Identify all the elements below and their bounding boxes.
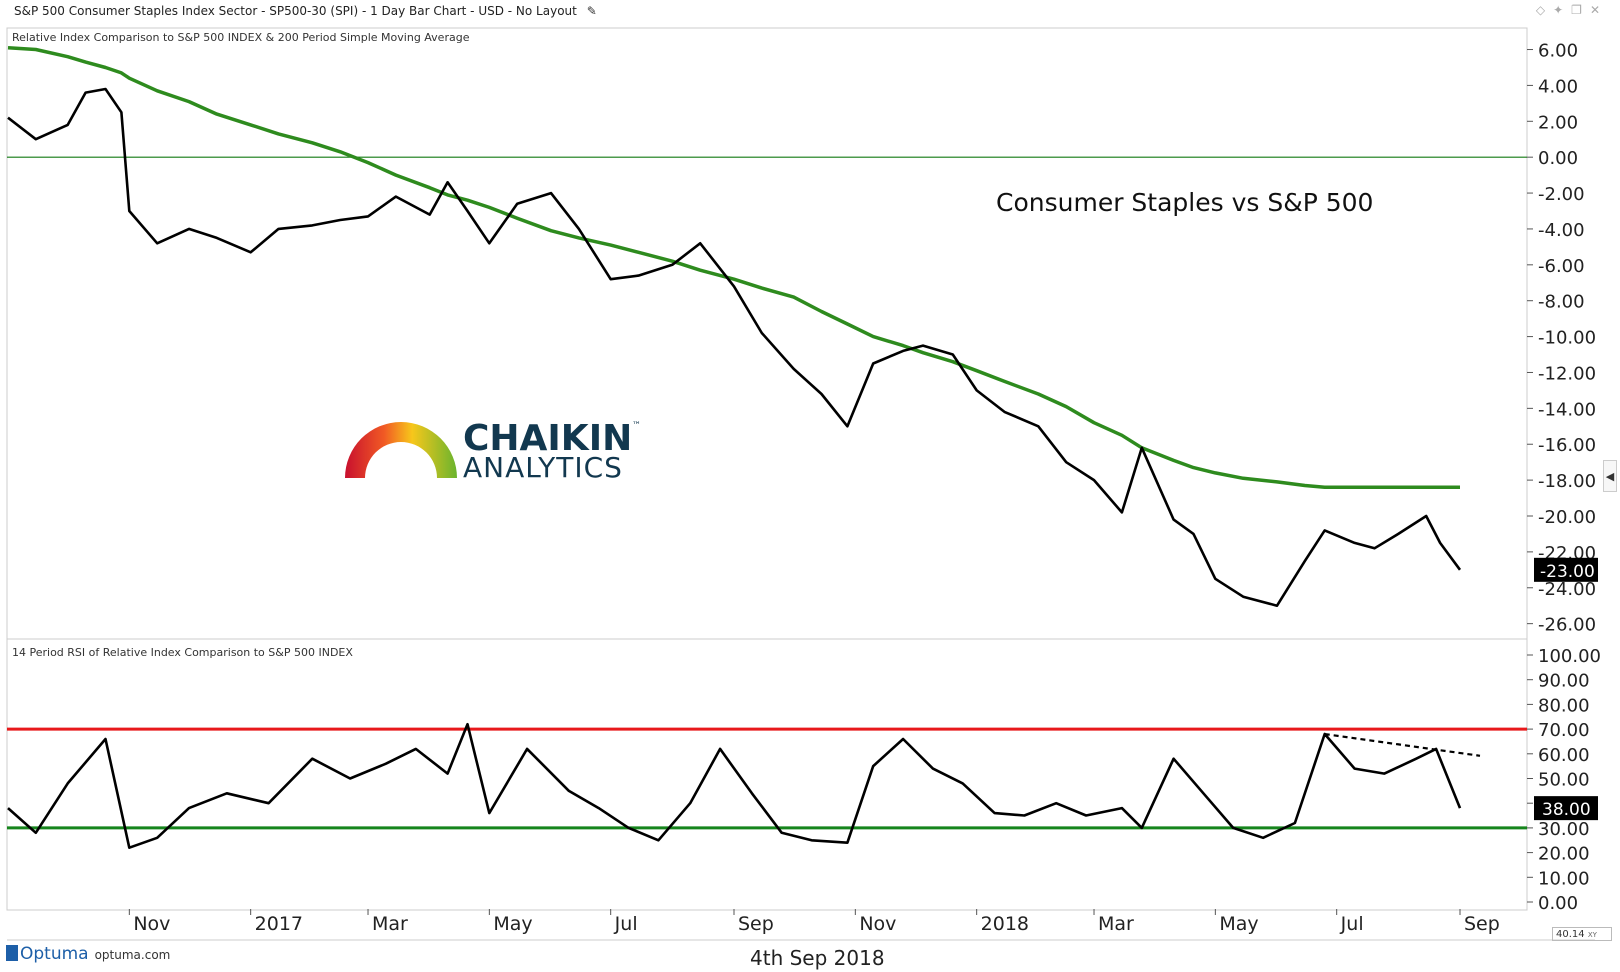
main-ytick-label: -14.00 (1538, 399, 1596, 420)
rsi-last-value: 38.00 (1542, 800, 1591, 820)
main-ytick-label: -10.00 (1538, 328, 1596, 349)
footer-brand: Optuma optuma.com (6, 944, 170, 964)
logo-tm: ™ (632, 421, 641, 431)
window-controls: ◇✦❐✕ (1536, 3, 1608, 17)
main-ytick-label: 4.00 (1538, 76, 1578, 97)
xtick-label: 2018 (981, 913, 1029, 935)
main-ytick-label: -20.00 (1538, 507, 1596, 528)
chart-annotation: Consumer Staples vs S&P 500 (996, 188, 1373, 217)
rsi-y-axis: 100.0090.0080.0070.0060.0050.0040.0030.0… (1527, 646, 1601, 914)
rsi-badge-bg (1534, 796, 1598, 821)
main-ytick-label: -12.00 (1538, 363, 1596, 384)
chevron-left-icon: ◀ (1605, 471, 1615, 483)
xtick-label: Mar (372, 913, 408, 935)
footer-brand-name: Optuma (20, 944, 89, 964)
chart-header: S&P 500 Consumer Staples Index Sector - … (14, 4, 597, 18)
rsi-ytick-label: 70.00 (1538, 720, 1590, 741)
main-ytick-label: -2.00 (1538, 184, 1585, 205)
footer-date: 4th Sep 2018 (750, 946, 885, 970)
main-ytick-label: -24.00 (1538, 579, 1596, 600)
pin-icon[interactable]: ✦ (1553, 3, 1572, 17)
rsi-ytick-label: 80.00 (1538, 695, 1590, 716)
main-plot (7, 45, 1527, 608)
x-axis: Nov 2017 Mar May Jul Sep Nov 2018 Mar May Jul Sep (128, 909, 1500, 935)
main-badge-bg (1534, 557, 1598, 582)
diamond-icon[interactable]: ◇ (1535, 3, 1554, 17)
zoom-suffix: XY (1587, 931, 1597, 939)
rsi-panel-subtitle: 14 Period RSI of Relative Index Comparis… (12, 646, 353, 659)
main-ytick-label: -6.00 (1538, 256, 1585, 277)
sma-200-line (7, 45, 1460, 490)
xtick-label: Nov (133, 913, 170, 935)
main-ytick-label: -8.00 (1538, 292, 1585, 313)
rsi-ytick-label: 50.00 (1538, 770, 1590, 791)
xtick-label: May (1219, 913, 1258, 935)
main-panel-subtitle: Relative Index Comparison to S&P 500 IND… (12, 31, 470, 44)
restore-icon[interactable]: ❐ (1571, 3, 1590, 17)
xtick-label: Sep (738, 913, 774, 935)
rsi-divergence-trendline (1324, 732, 1481, 757)
main-ytick-label: 0.00 (1538, 148, 1578, 169)
main-last-value: -23.00 (1540, 562, 1595, 582)
optuma-logo-icon (6, 945, 18, 961)
collapse-panel-button[interactable]: ◀ (1603, 460, 1617, 492)
chart-title: S&P 500 Consumer Staples Index Sector - … (14, 4, 577, 18)
rsi-panel-frame (6, 638, 1528, 911)
zoom-value: 40.14 (1556, 929, 1585, 940)
rsi-ytick-label: 0.00 (1538, 893, 1578, 914)
main-ytick-label: -18.00 (1538, 471, 1596, 492)
main-ytick-label: -16.00 (1538, 435, 1596, 456)
footer-site[interactable]: optuma.com (94, 948, 171, 962)
main-ytick-label: 2.00 (1538, 112, 1578, 133)
main-last-value-badge: -23.00 (1534, 557, 1598, 582)
xtick-label: 2017 (255, 913, 303, 935)
rsi-ytick-label: 60.00 (1538, 745, 1590, 766)
zoom-field[interactable]: 40.14 XY (1552, 927, 1612, 941)
xtick-label: Jul (614, 913, 638, 935)
rsi-ytick-label: 100.00 (1538, 646, 1601, 667)
main-y-axis: 6.00 4.00 2.00 0.00 -2.00 -4.00 -6.00 -8.00 -10.… (1527, 41, 1596, 636)
chaikin-logo: CHAIKIN ™ ANALYTICS (345, 418, 641, 484)
rsi-ytick-label: 20.00 (1538, 844, 1590, 865)
xtick-label: Nov (859, 913, 896, 935)
rsi-ytick-label: 30.00 (1538, 819, 1590, 840)
rsi-line (7, 722, 1462, 850)
main-ytick-label: -26.00 (1538, 615, 1596, 636)
rsi-last-value-badge: 38.00 (1534, 796, 1598, 821)
logo-line1: CHAIKIN (463, 418, 632, 459)
relative-index-line (7, 87, 1462, 608)
xtick-label: May (493, 913, 532, 935)
xtick-label: Sep (1464, 913, 1500, 935)
xtick-label: Jul (1340, 913, 1364, 935)
rsi-ytick-label: 90.00 (1538, 671, 1590, 692)
close-icon[interactable]: ✕ (1589, 3, 1608, 17)
xtick-label: Mar (1098, 913, 1134, 935)
pencil-icon[interactable]: ✎ (586, 4, 597, 18)
main-ytick-label: 6.00 (1538, 41, 1578, 62)
main-ytick-label: -4.00 (1538, 220, 1585, 241)
logo-gauge-icon (345, 422, 457, 478)
rsi-plot (7, 722, 1527, 850)
rsi-ytick-label: 10.00 (1538, 868, 1590, 889)
logo-line2: ANALYTICS (463, 451, 623, 484)
